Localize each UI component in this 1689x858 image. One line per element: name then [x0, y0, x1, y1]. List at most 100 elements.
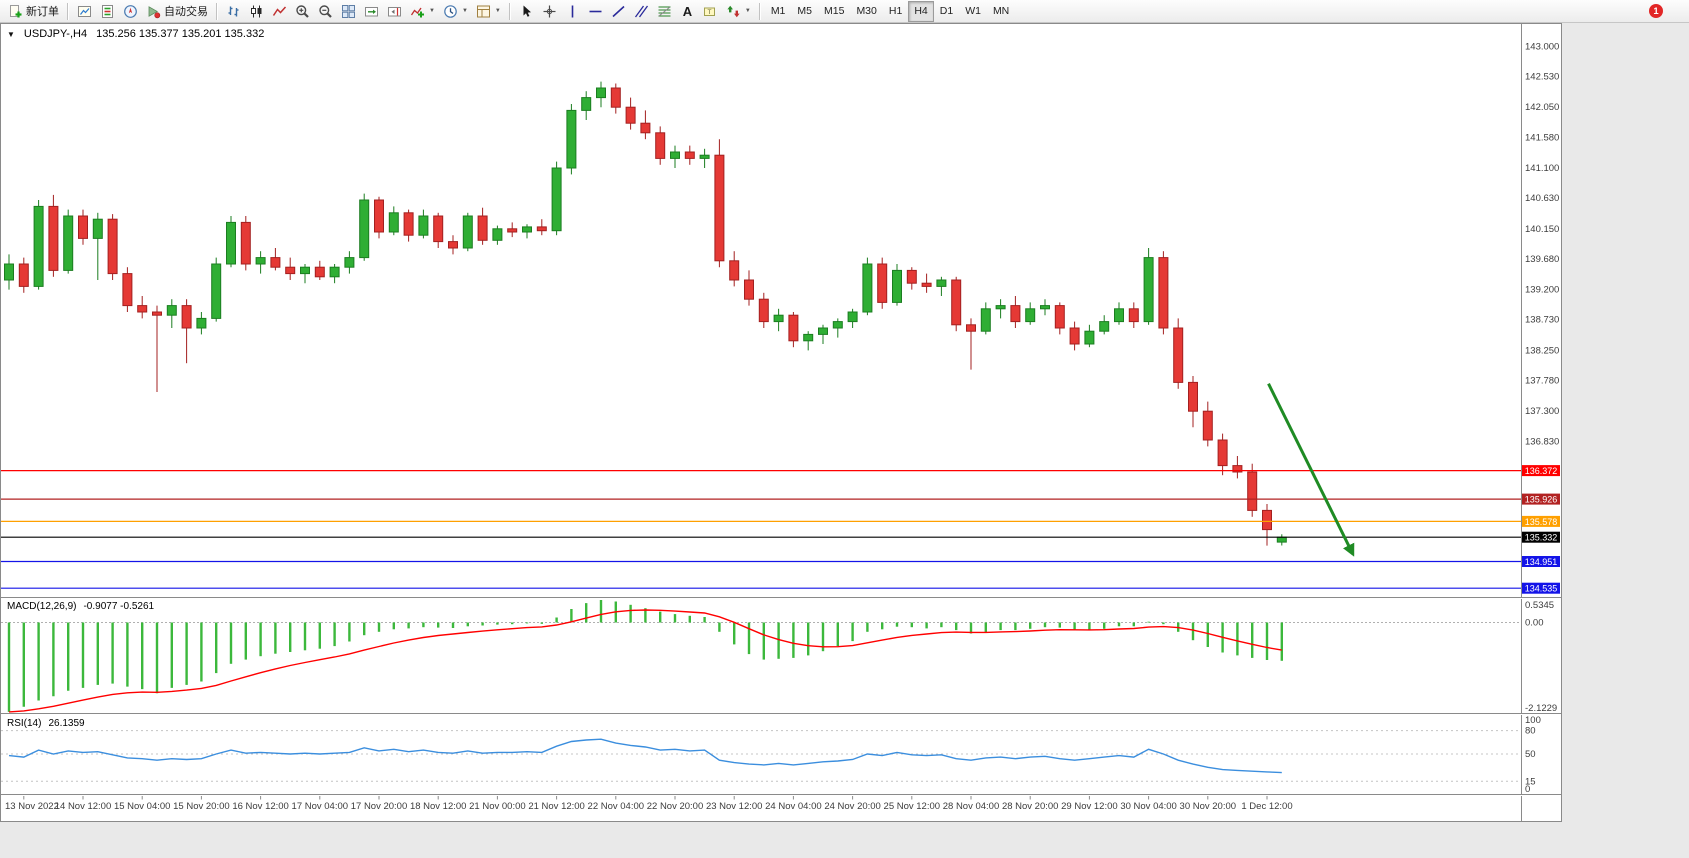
horizontal-line-button[interactable]: [584, 1, 607, 22]
dropdown-caret-icon: ▼: [461, 8, 468, 14]
timeframe-button-m1[interactable]: M1: [770, 5, 786, 17]
toolbar-separator: [67, 2, 69, 20]
svg-text:135.332: 135.332: [1525, 533, 1558, 543]
price-badge-136.372: 136.372: [1522, 465, 1560, 477]
timeframe-button-h1[interactable]: H1: [888, 5, 903, 17]
price-badge-134.535: 134.535: [1522, 582, 1560, 594]
cursor-icon: [519, 4, 534, 19]
notification-badge[interactable]: 1: [1649, 4, 1663, 18]
new-order-button[interactable]: 新订单: [4, 1, 63, 22]
new-order-label: 新订单: [26, 6, 59, 18]
price-badge-135.926: 135.926: [1522, 493, 1560, 505]
one-click-trading-expander[interactable]: ▼: [7, 29, 15, 39]
svg-text:140.630: 140.630: [1525, 193, 1559, 204]
svg-text:15: 15: [1525, 776, 1536, 787]
svg-text:15 Nov 04:00: 15 Nov 04:00: [114, 801, 171, 812]
svg-text:24 Nov 20:00: 24 Nov 20:00: [824, 801, 881, 812]
zoom-in-button[interactable]: [291, 1, 314, 22]
auto-trading-icon: [146, 4, 161, 19]
timeframe-button-h4[interactable]: H4: [908, 0, 934, 22]
chart-canvas[interactable]: 143.000 142.530 142.050 141.580 141.100 140.6…: [1, 24, 1561, 821]
svg-text:28 Nov 20:00: 28 Nov 20:00: [1002, 801, 1059, 812]
tile-windows-button[interactable]: [337, 1, 360, 22]
text-label-button[interactable]: T: [699, 1, 722, 22]
svg-text:141.100: 141.100: [1525, 163, 1559, 174]
svg-text:136.372: 136.372: [1525, 466, 1558, 476]
vertical-line-button[interactable]: [561, 1, 584, 22]
templates-button[interactable]: ▼: [472, 1, 505, 22]
svg-text:142.530: 142.530: [1525, 72, 1559, 83]
toolbar-separator: [508, 2, 511, 20]
crosshair-button[interactable]: [538, 1, 561, 22]
indicators-button[interactable]: ▼: [406, 1, 439, 22]
svg-text:139.200: 139.200: [1525, 285, 1559, 296]
svg-text:21 Nov 12:00: 21 Nov 12:00: [528, 801, 585, 812]
arrows-button[interactable]: ▼: [722, 1, 755, 22]
svg-text:134.951: 134.951: [1525, 557, 1558, 567]
timeframe-button-m15[interactable]: M15: [824, 5, 845, 17]
trend-arrow[interactable]: [1267, 383, 1355, 557]
periods-icon: [443, 4, 458, 19]
bar-chart-button[interactable]: [222, 1, 245, 22]
market-watch-icon: [100, 4, 115, 19]
svg-text:140.150: 140.150: [1525, 224, 1559, 235]
cursor-button[interactable]: [515, 1, 538, 22]
channel-icon: [634, 4, 649, 19]
market-watch-button[interactable]: [96, 1, 119, 22]
chart-shift-button[interactable]: [383, 1, 406, 22]
trendline-button[interactable]: [607, 1, 630, 22]
dropdown-caret-icon: ▼: [744, 8, 751, 14]
price-axis[interactable]: 143.000 142.530 142.050 141.580 141.100 140.6…: [1521, 24, 1562, 821]
auto-trading-button[interactable]: 自动交易: [142, 1, 212, 22]
fibonacci-button[interactable]: [653, 1, 676, 22]
svg-text:137.300: 137.300: [1525, 406, 1559, 417]
channel-button[interactable]: [630, 1, 653, 22]
navigator-button[interactable]: [119, 1, 142, 22]
svg-text:135.578: 135.578: [1525, 517, 1558, 527]
svg-text:0.00: 0.00: [1525, 618, 1544, 629]
svg-text:1 Dec 12:00: 1 Dec 12:00: [1241, 801, 1292, 812]
tile-windows-icon: [341, 4, 356, 19]
svg-text:22 Nov 04:00: 22 Nov 04:00: [588, 801, 645, 812]
text-button[interactable]: A: [676, 1, 699, 22]
timeframe-button-d1[interactable]: D1: [939, 5, 954, 17]
svg-text:50: 50: [1525, 749, 1536, 760]
svg-text:29 Nov 12:00: 29 Nov 12:00: [1061, 801, 1118, 812]
candlestick-chart-button[interactable]: [245, 1, 268, 22]
zoom-in-icon: [295, 4, 310, 19]
macd-signal-line: [8, 609, 1282, 713]
text-icon: A: [680, 4, 695, 19]
vertical-line-icon: [565, 4, 580, 19]
svg-text:142.050: 142.050: [1525, 102, 1559, 113]
line-chart-button[interactable]: [268, 1, 291, 22]
svg-text:100: 100: [1525, 715, 1541, 726]
svg-text:28 Nov 04:00: 28 Nov 04:00: [943, 801, 1000, 812]
bar-chart-icon: [226, 4, 241, 19]
auto-scroll-icon: [364, 4, 379, 19]
timeframe-button-m5[interactable]: M5: [797, 5, 812, 17]
periods-button[interactable]: ▼: [439, 1, 472, 22]
svg-text:22 Nov 20:00: 22 Nov 20:00: [647, 801, 704, 812]
main-toolbar: 新订单 自动交易 ▼ ▼ ▼ A T ▼ M1 M5 M15 M30 H1 H4 D1 W1 MN: [0, 0, 1689, 23]
arrows-icon: [726, 4, 741, 19]
svg-text:0: 0: [1525, 784, 1530, 795]
svg-text:137.780: 137.780: [1525, 376, 1559, 387]
timeframe-button-mn[interactable]: MN: [992, 5, 1010, 17]
auto-scroll-button[interactable]: [360, 1, 383, 22]
svg-text:17 Nov 04:00: 17 Nov 04:00: [292, 801, 349, 812]
svg-text:138.250: 138.250: [1525, 345, 1559, 356]
svg-text:30 Nov 04:00: 30 Nov 04:00: [1120, 801, 1177, 812]
new-order-icon: [8, 4, 23, 19]
timeframe-button-w1[interactable]: W1: [965, 5, 981, 17]
toolbar-separator: [758, 2, 761, 20]
svg-text:139.680: 139.680: [1525, 254, 1559, 265]
zoom-out-button[interactable]: [314, 1, 337, 22]
new-chart-button[interactable]: [73, 1, 96, 22]
svg-text:A: A: [683, 4, 693, 19]
dropdown-caret-icon: ▼: [494, 8, 501, 14]
timeframe-button-m30[interactable]: M30: [856, 5, 877, 17]
fibonacci-icon: [657, 4, 672, 19]
horizontal-line-icon: [588, 4, 603, 19]
svg-text:80: 80: [1525, 726, 1536, 737]
